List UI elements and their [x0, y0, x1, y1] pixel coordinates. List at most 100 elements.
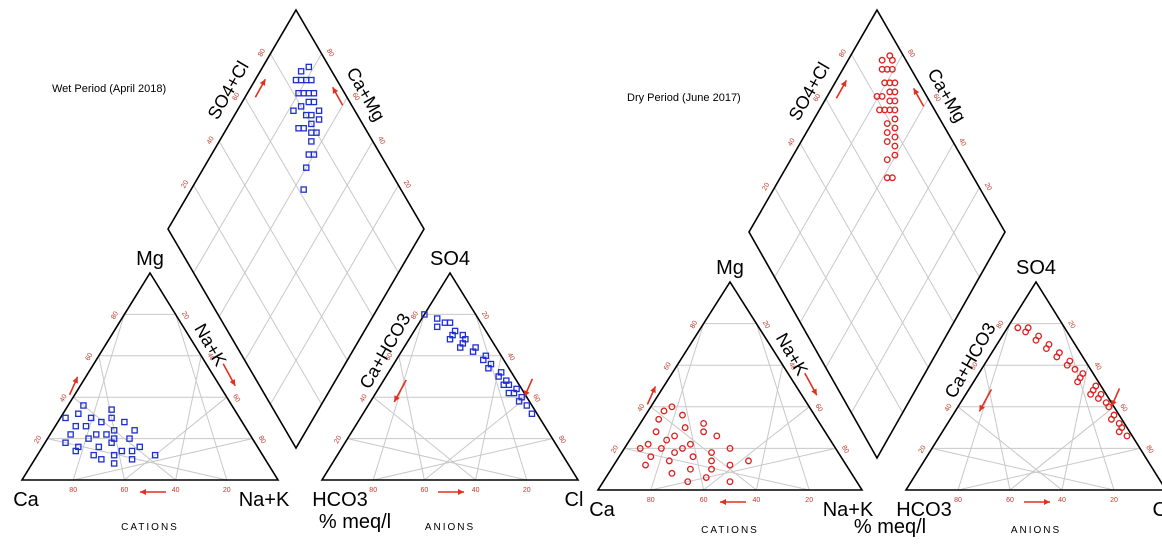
- diamond-point: [891, 124, 899, 132]
- diamond-tick-label: 80: [906, 49, 916, 59]
- diamond-right-label: Ca+Mg: [343, 64, 390, 125]
- diamond-tick-label: 40: [206, 135, 216, 145]
- anion-edge-arrow-head: [524, 390, 530, 397]
- anion-point: [1074, 378, 1082, 386]
- cation-point: [708, 465, 715, 473]
- cation-gridlines: [47, 313, 253, 481]
- anion-tick-label: 60: [1006, 497, 1014, 504]
- cation-point: [67, 431, 74, 438]
- cation-point: [668, 403, 676, 411]
- cation-point: [62, 439, 69, 446]
- diamond-point: [888, 65, 896, 73]
- diamond-grid-line: [193, 53, 323, 274]
- cation-edge-arrow: [68, 376, 79, 396]
- cation-grid-line: [755, 365, 784, 491]
- anion-grid-line: [1061, 365, 1089, 491]
- cation-grid-line: [72, 396, 176, 481]
- anion-left-label: HCO3: [312, 489, 368, 511]
- cations-label: CATIONS: [701, 525, 759, 536]
- diamond-point: [310, 98, 318, 106]
- cation-base-arrow: [140, 489, 166, 495]
- cation-grid-line: [650, 406, 757, 491]
- anion-tick-label: 40: [506, 352, 516, 362]
- cation-point: [110, 451, 118, 459]
- diamond-point: [891, 115, 899, 123]
- diamond-grid-line: [244, 97, 374, 317]
- diamond-frame: [167, 8, 425, 450]
- diamond-grid-line: [218, 97, 348, 317]
- diamond-point: [305, 89, 313, 97]
- anion-point: [1053, 353, 1061, 361]
- anion-tick-label: 20: [1066, 320, 1076, 330]
- anion-point: [1115, 428, 1123, 436]
- cation-grid-line: [175, 314, 228, 481]
- cation-point: [72, 422, 80, 430]
- diamond-grid-line: [850, 54, 980, 278]
- cation-tick-label: 80: [69, 487, 77, 494]
- anion-point: [433, 323, 441, 331]
- anion-tick-label: 60: [1118, 403, 1128, 413]
- diamond-grid-line: [825, 142, 955, 368]
- cation-point: [702, 474, 710, 481]
- cation-tick-label: 80: [647, 497, 655, 504]
- anion-edge-arrow: [1110, 388, 1121, 407]
- cation-grid-line: [676, 365, 705, 491]
- cation-tick-label: 20: [805, 497, 813, 504]
- diamond-grid-line: [774, 54, 904, 278]
- cation-side-arrow-head: [229, 379, 236, 386]
- anion-left-label: HCO3: [896, 499, 952, 521]
- diamond-tick-label: 20: [402, 179, 412, 189]
- cation-edge-arrow-head: [650, 386, 656, 394]
- anion-tick-label: 20: [918, 444, 928, 454]
- cation-right-label: Na+K: [239, 489, 290, 511]
- diamond-tick-label: 60: [232, 92, 242, 102]
- cation-grid-line: [47, 438, 227, 481]
- cation-point: [647, 453, 655, 461]
- diamond-grid-line: [799, 142, 929, 368]
- anion-grid-line: [1009, 406, 1115, 491]
- cation-apex-label: Mg: [716, 257, 744, 279]
- cation-point: [663, 436, 671, 444]
- anion-tick-label: 60: [385, 352, 395, 362]
- cation-gridlines: [624, 323, 836, 491]
- cation-point: [713, 432, 721, 440]
- cation-tick-label: 60: [231, 393, 241, 403]
- diamond-grid-line: [850, 187, 980, 414]
- cation-point: [90, 451, 97, 459]
- diamond-left-arrow-head: [840, 80, 847, 88]
- cation-point: [679, 411, 686, 419]
- anion-frame: [320, 271, 580, 481]
- anion-point: [1032, 336, 1040, 344]
- anion-tick-label: 40: [1058, 497, 1066, 504]
- anion-grid-line: [983, 365, 1011, 491]
- diamond-point: [297, 76, 305, 84]
- anion-point: [1107, 415, 1115, 423]
- anion-point: [433, 315, 441, 322]
- anion-grid-line: [347, 438, 527, 481]
- cation-side-arrow: [222, 363, 236, 387]
- anion-point: [1024, 324, 1032, 332]
- anion-point: [515, 398, 523, 405]
- anion-right-label: Cl: [1153, 499, 1162, 521]
- diamond-point: [891, 79, 899, 87]
- anion-point: [1071, 365, 1079, 373]
- diamond-point: [310, 151, 318, 158]
- cation-triangle: 20 20 20 40 40 40 60 60 60 80 80 80 Mg Ca Na+K: [13, 248, 290, 511]
- anion-tick-label: 80: [996, 320, 1006, 330]
- cation-point: [62, 414, 69, 422]
- anion-point: [421, 311, 428, 318]
- diamond-point: [876, 106, 884, 114]
- diamond-point: [308, 120, 315, 128]
- cation-side-arrow-head: [811, 388, 817, 396]
- cation-point: [82, 422, 90, 430]
- diamond-point: [308, 76, 315, 84]
- anion-point: [1123, 432, 1131, 440]
- diamond-right-arrow-head: [913, 88, 920, 96]
- diamond-tick-label: 80: [838, 48, 848, 58]
- cation-grid-line: [98, 355, 125, 481]
- cations-label: CATIONS: [121, 522, 179, 533]
- cation-point: [110, 427, 118, 434]
- diamond-right-arrow: [331, 86, 344, 106]
- anion-tick-label: 40: [359, 393, 369, 403]
- anion-point: [456, 344, 464, 351]
